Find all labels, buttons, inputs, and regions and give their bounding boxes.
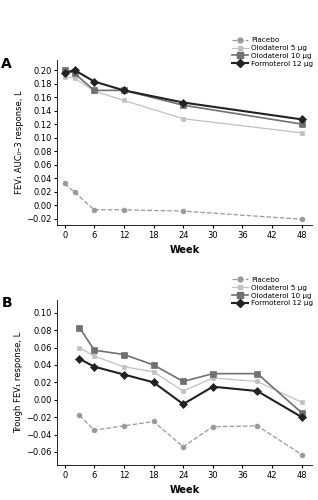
Legend: Placebo, Olodaterol 5 μg, Olodaterol 10 μg, Formoterol 12 μg: Placebo, Olodaterol 5 μg, Olodaterol 10 … (232, 277, 313, 306)
Text: B: B (1, 296, 12, 310)
X-axis label: Week: Week (169, 246, 200, 256)
Y-axis label: Trough FEV₁ response, L: Trough FEV₁ response, L (14, 332, 24, 433)
X-axis label: Week: Week (169, 485, 200, 495)
Legend: Placebo, Olodaterol 5 μg, Olodaterol 10 μg, Formoterol 12 μg: Placebo, Olodaterol 5 μg, Olodaterol 10 … (232, 37, 313, 67)
Text: A: A (1, 56, 12, 70)
Y-axis label: FEV₁ AUC₀–3 response, L: FEV₁ AUC₀–3 response, L (15, 91, 24, 194)
